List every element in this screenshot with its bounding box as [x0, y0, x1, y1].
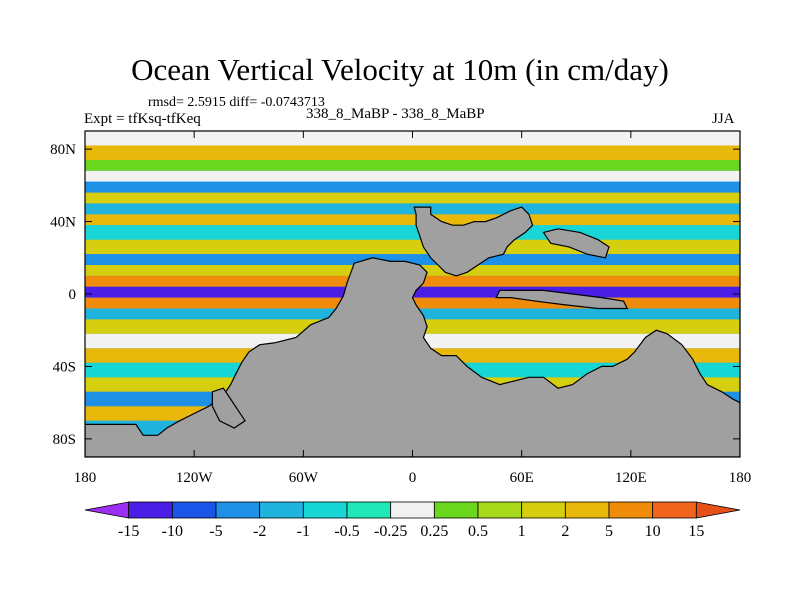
axes: 180 120W 60W 0 60E 120E 180 80N 40N 0 40S 80S [50, 131, 751, 486]
x-tick-label: 60E [510, 470, 534, 486]
colorbar-swatch [477, 501, 523, 519]
x-tick-label: 180 [74, 470, 97, 486]
land-arm-island [211, 387, 246, 429]
chart-title: Ocean Vertical Velocity at 10m (in cm/da… [131, 52, 669, 87]
land-equatorial-island [495, 289, 629, 310]
colorbar: -15 -10 -5 -2 -1 -0.5 -0.25 0.25 0.5 1 2 5 10 15 [84, 501, 741, 540]
colorbar-label: 10 [645, 523, 661, 540]
colorbar-label: -2 [253, 523, 266, 540]
colorbar-label: 2 [561, 523, 569, 540]
colorbar-label: 15 [688, 523, 704, 540]
field-band-8 [85, 225, 740, 240]
y-tick-label: 40N [50, 215, 76, 231]
field-band-6 [85, 203, 740, 215]
colorbar-label: -15 [118, 523, 139, 540]
colorbar-swatch [171, 501, 217, 519]
field-band-7 [85, 214, 740, 226]
field-band-5 [85, 192, 740, 204]
x-tick-label: 180 [729, 470, 752, 486]
colorbar-label: -0.25 [374, 523, 407, 540]
land-layer [85, 206, 740, 457]
rmsd-value: 2.5915 [187, 95, 226, 110]
colorbar-label: 0.5 [468, 523, 488, 540]
x-tick-label: 0 [409, 470, 417, 486]
colorbar-swatch [128, 501, 173, 519]
diff-label: diff= [229, 95, 258, 110]
stats-line: rmsd= 2.5915 diff= -0.0743713 [148, 95, 325, 111]
colorbar-swatch [84, 501, 130, 519]
field-band-2 [85, 159, 740, 171]
field-band-10 [85, 254, 740, 266]
y-tick-label: 80N [50, 142, 76, 158]
y-tick-label: 80S [53, 432, 76, 448]
season-label: JJA [712, 111, 735, 127]
diff-value: -0.0743713 [260, 95, 325, 110]
colorbar-swatch [259, 501, 304, 519]
colorbar-label: -0.5 [334, 523, 359, 540]
colorbar-swatch [564, 501, 610, 519]
land-northern-continent [413, 206, 534, 277]
colorbar-label: 5 [605, 523, 613, 540]
field-band-9 [85, 239, 740, 255]
colorbar-swatch [215, 501, 261, 519]
experiment-label: Expt = tfKsq-tfKeq [84, 111, 201, 127]
land-eastern-shelf [542, 228, 610, 259]
x-tick-label: 120W [176, 470, 214, 486]
colorbar-swatch [302, 501, 348, 519]
colorbar-label: -1 [297, 523, 310, 540]
y-tick-label: 0 [69, 287, 77, 303]
colorbar-swatch [390, 501, 435, 519]
colorbar-swatch [521, 501, 566, 519]
comparison-label: 338_8_MaBP - 338_8_MaBP [306, 106, 485, 122]
colorbar-label: -5 [209, 523, 222, 540]
field-band-4 [85, 181, 740, 193]
colorbar-label: 0.25 [420, 523, 448, 540]
colorbar-swatch [608, 501, 654, 519]
y-tick-label: 40S [53, 359, 76, 375]
colorbar-label: -10 [162, 523, 183, 540]
x-tick-label: 60W [289, 470, 319, 486]
field-band-0 [85, 131, 740, 146]
field-band-3 [85, 170, 740, 182]
rmsd-label: rmsd= [148, 95, 184, 110]
colorbar-swatch [433, 501, 479, 519]
colorbar-label: 1 [518, 523, 526, 540]
colorbar-swatch [346, 501, 392, 519]
x-tick-label: 120E [615, 470, 647, 486]
field-band-1 [85, 145, 740, 160]
colorbar-swatch [652, 501, 697, 519]
colorbar-swatch [695, 501, 741, 519]
land-southern-continent [85, 257, 740, 457]
